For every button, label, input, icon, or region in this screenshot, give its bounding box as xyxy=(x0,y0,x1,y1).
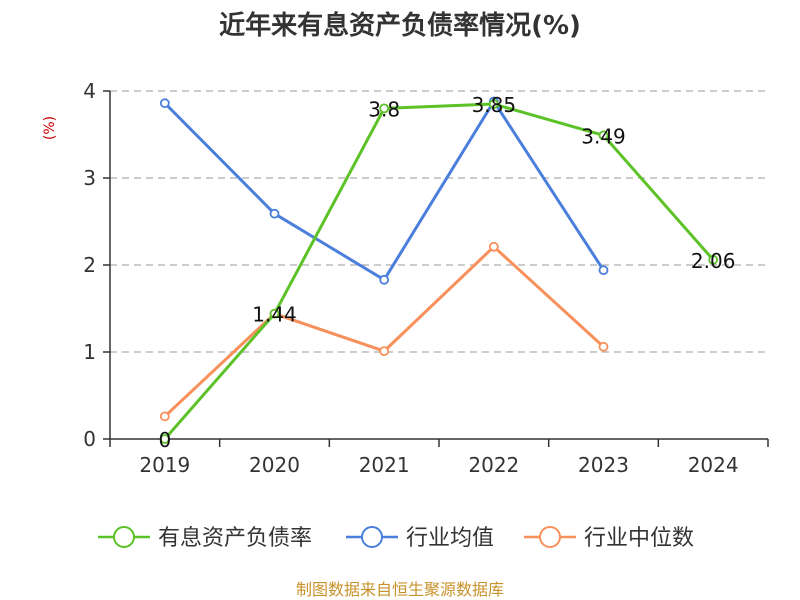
data-point xyxy=(159,434,170,444)
data-point xyxy=(379,346,390,357)
x-tick-label: 2020 xyxy=(249,453,300,477)
series-line xyxy=(163,99,605,282)
data-point xyxy=(379,103,390,114)
y-tick-label: 3 xyxy=(83,166,96,190)
data-labels: 0 1.44 3.8 3.85 3.49 2.06 xyxy=(158,93,735,452)
x-tick-label: 2021 xyxy=(359,453,410,477)
y-tick-label: 4 xyxy=(83,79,96,103)
data-label: 3.8 xyxy=(368,97,400,121)
data-point xyxy=(598,130,609,141)
y-tick-label: 2 xyxy=(83,253,96,277)
legend-entry: 有息资产负债率 xyxy=(158,526,312,551)
legend-entry: 行业均值 xyxy=(406,526,494,551)
data-point xyxy=(269,208,280,219)
series-line xyxy=(163,245,605,418)
x-tick-label: 2024 xyxy=(688,453,739,477)
y-axis-label: (%) xyxy=(42,116,58,140)
data-label: 2.06 xyxy=(691,249,736,273)
data-label: 3.85 xyxy=(472,93,517,117)
x-tick-label: 2019 xyxy=(139,453,190,477)
x-tick-label: 2022 xyxy=(468,453,519,477)
data-point xyxy=(159,98,170,109)
data-point xyxy=(598,341,609,352)
legend-marker xyxy=(539,526,561,548)
series-layer xyxy=(159,96,719,444)
x-tick-label: 2023 xyxy=(578,453,629,477)
data-point xyxy=(708,254,719,265)
axes: 0 1 2 3 4 2019 2020 2021 2022 2023 2024 xyxy=(83,79,769,477)
data-point xyxy=(488,99,499,109)
data-label: 1.44 xyxy=(252,303,297,327)
legend-marker xyxy=(361,526,383,548)
data-point xyxy=(598,265,609,276)
legend: 有息资产负债率 行业均值 行业中位数 xyxy=(98,526,694,551)
y-tick-label: 0 xyxy=(83,427,96,451)
data-point xyxy=(269,308,280,319)
grid-lines xyxy=(110,90,768,353)
data-label: 0 xyxy=(158,428,171,452)
series-line xyxy=(163,102,715,440)
data-point xyxy=(379,274,390,285)
legend-entry: 行业中位数 xyxy=(584,526,694,551)
data-point xyxy=(488,241,499,252)
source-note: 制图数据来自恒生聚源数据库 xyxy=(296,580,504,599)
data-label: 3.49 xyxy=(581,124,626,148)
y-tick-label: 1 xyxy=(83,340,96,364)
legend-marker xyxy=(113,526,135,548)
chart-title: 近年来有息资产负债率情况(%) xyxy=(219,10,581,41)
data-point xyxy=(159,411,170,422)
